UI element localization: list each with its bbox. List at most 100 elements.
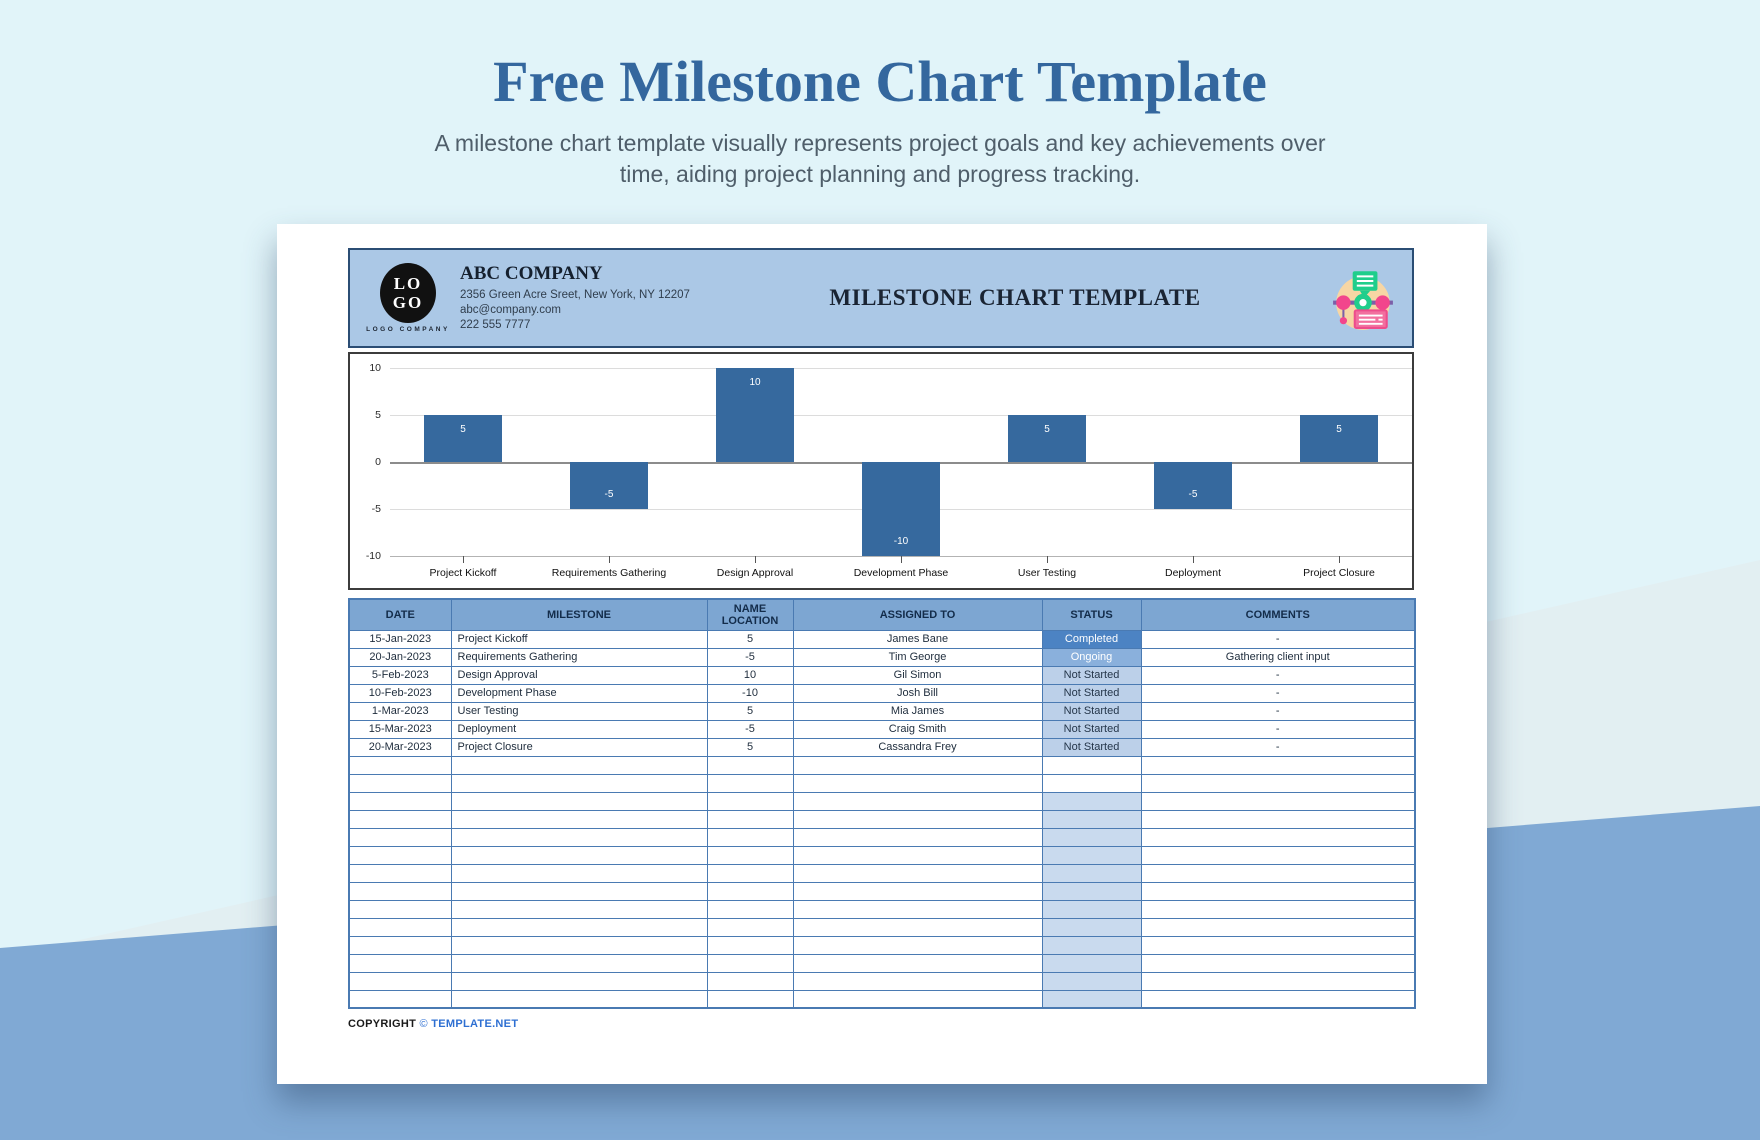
cell-name_location[interactable]: -5	[706, 719, 794, 739]
empty-cell-assigned_to[interactable]	[792, 935, 1043, 955]
cell-milestone[interactable]: Deployment	[450, 719, 708, 739]
empty-cell-milestone[interactable]	[450, 989, 708, 1009]
empty-cell-milestone[interactable]	[450, 953, 708, 973]
empty-cell-name_location[interactable]	[706, 791, 794, 811]
empty-cell-date[interactable]	[348, 971, 452, 991]
cell-date[interactable]: 1-Mar-2023	[348, 701, 452, 721]
cell-assigned_to[interactable]: Tim George	[792, 647, 1043, 667]
empty-cell-assigned_to[interactable]	[792, 809, 1043, 829]
cell-status[interactable]: Completed	[1041, 629, 1142, 649]
empty-cell-date[interactable]	[348, 845, 452, 865]
empty-cell-assigned_to[interactable]	[792, 791, 1043, 811]
empty-cell-milestone[interactable]	[450, 845, 708, 865]
empty-cell-milestone[interactable]	[450, 827, 708, 847]
cell-assigned_to[interactable]: Mia James	[792, 701, 1043, 721]
column-header-status[interactable]: STATUS	[1041, 598, 1142, 631]
cell-name_location[interactable]: 5	[706, 701, 794, 721]
empty-cell-comments[interactable]	[1140, 845, 1416, 865]
empty-cell-milestone[interactable]	[450, 755, 708, 775]
empty-cell-assigned_to[interactable]	[792, 845, 1043, 865]
template-net-link[interactable]: TEMPLATE.NET	[431, 1018, 519, 1030]
empty-cell-comments[interactable]	[1140, 989, 1416, 1009]
empty-cell-milestone[interactable]	[450, 899, 708, 919]
cell-comments[interactable]: Gathering client input	[1140, 647, 1416, 667]
cell-name_location[interactable]: -5	[706, 647, 794, 667]
empty-cell-date[interactable]	[348, 935, 452, 955]
empty-cell-assigned_to[interactable]	[792, 755, 1043, 775]
empty-cell-assigned_to[interactable]	[792, 881, 1043, 901]
empty-cell-comments[interactable]	[1140, 791, 1416, 811]
empty-cell-name_location[interactable]	[706, 881, 794, 901]
empty-cell-milestone[interactable]	[450, 935, 708, 955]
empty-cell-comments[interactable]	[1140, 917, 1416, 937]
empty-cell-name_location[interactable]	[706, 755, 794, 775]
cell-date[interactable]: 20-Jan-2023	[348, 647, 452, 667]
empty-cell-status[interactable]	[1041, 989, 1142, 1009]
empty-cell-name_location[interactable]	[706, 899, 794, 919]
empty-cell-comments[interactable]	[1140, 935, 1416, 955]
cell-assigned_to[interactable]: Craig Smith	[792, 719, 1043, 739]
empty-cell-name_location[interactable]	[706, 773, 794, 793]
empty-cell-date[interactable]	[348, 881, 452, 901]
cell-status[interactable]: Not Started	[1041, 701, 1142, 721]
empty-cell-date[interactable]	[348, 917, 452, 937]
column-header-assigned-to[interactable]: ASSIGNED TO	[792, 598, 1043, 631]
cell-date[interactable]: 15-Jan-2023	[348, 629, 452, 649]
cell-comments[interactable]: -	[1140, 629, 1416, 649]
empty-cell-status[interactable]	[1041, 917, 1142, 937]
empty-cell-assigned_to[interactable]	[792, 953, 1043, 973]
cell-assigned_to[interactable]: Josh Bill	[792, 683, 1043, 703]
empty-cell-assigned_to[interactable]	[792, 917, 1043, 937]
cell-status[interactable]: Not Started	[1041, 737, 1142, 757]
cell-comments[interactable]: -	[1140, 701, 1416, 721]
cell-status[interactable]: Not Started	[1041, 683, 1142, 703]
empty-cell-date[interactable]	[348, 791, 452, 811]
empty-cell-assigned_to[interactable]	[792, 899, 1043, 919]
empty-cell-status[interactable]	[1041, 755, 1142, 775]
empty-cell-name_location[interactable]	[706, 809, 794, 829]
empty-cell-name_location[interactable]	[706, 863, 794, 883]
cell-milestone[interactable]: Requirements Gathering	[450, 647, 708, 667]
empty-cell-name_location[interactable]	[706, 827, 794, 847]
cell-comments[interactable]: -	[1140, 665, 1416, 685]
empty-cell-status[interactable]	[1041, 863, 1142, 883]
empty-cell-assigned_to[interactable]	[792, 971, 1043, 991]
cell-milestone[interactable]: Design Approval	[450, 665, 708, 685]
empty-cell-date[interactable]	[348, 989, 452, 1009]
cell-comments[interactable]: -	[1140, 737, 1416, 757]
empty-cell-comments[interactable]	[1140, 809, 1416, 829]
empty-cell-status[interactable]	[1041, 935, 1142, 955]
cell-comments[interactable]: -	[1140, 683, 1416, 703]
empty-cell-assigned_to[interactable]	[792, 827, 1043, 847]
empty-cell-date[interactable]	[348, 863, 452, 883]
empty-cell-milestone[interactable]	[450, 809, 708, 829]
cell-status[interactable]: Not Started	[1041, 719, 1142, 739]
empty-cell-assigned_to[interactable]	[792, 989, 1043, 1009]
empty-cell-comments[interactable]	[1140, 827, 1416, 847]
cell-assigned_to[interactable]: James Bane	[792, 629, 1043, 649]
empty-cell-date[interactable]	[348, 827, 452, 847]
empty-cell-date[interactable]	[348, 899, 452, 919]
empty-cell-milestone[interactable]	[450, 773, 708, 793]
cell-name_location[interactable]: 5	[706, 737, 794, 757]
empty-cell-comments[interactable]	[1140, 755, 1416, 775]
empty-cell-date[interactable]	[348, 953, 452, 973]
empty-cell-comments[interactable]	[1140, 899, 1416, 919]
empty-cell-milestone[interactable]	[450, 971, 708, 991]
empty-cell-date[interactable]	[348, 773, 452, 793]
empty-cell-status[interactable]	[1041, 809, 1142, 829]
empty-cell-name_location[interactable]	[706, 845, 794, 865]
empty-cell-comments[interactable]	[1140, 863, 1416, 883]
empty-cell-status[interactable]	[1041, 773, 1142, 793]
empty-cell-status[interactable]	[1041, 845, 1142, 865]
empty-cell-status[interactable]	[1041, 971, 1142, 991]
empty-cell-milestone[interactable]	[450, 791, 708, 811]
empty-cell-status[interactable]	[1041, 881, 1142, 901]
empty-cell-milestone[interactable]	[450, 863, 708, 883]
cell-assigned_to[interactable]: Gil Simon	[792, 665, 1043, 685]
cell-milestone[interactable]: User Testing	[450, 701, 708, 721]
empty-cell-name_location[interactable]	[706, 971, 794, 991]
empty-cell-status[interactable]	[1041, 827, 1142, 847]
cell-milestone[interactable]: Development Phase	[450, 683, 708, 703]
empty-cell-status[interactable]	[1041, 953, 1142, 973]
